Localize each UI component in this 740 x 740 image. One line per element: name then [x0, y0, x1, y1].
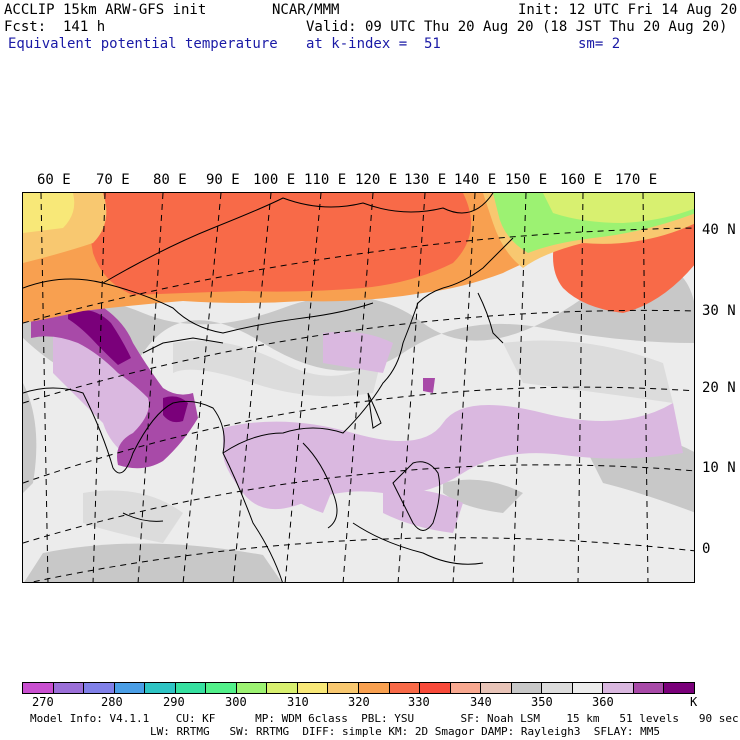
- lat-label-equator: 0: [702, 541, 711, 557]
- colorbar-segment-19: [603, 683, 634, 693]
- colorbar-unit: K: [690, 695, 698, 709]
- colorbar-segment-16: [511, 683, 543, 693]
- colorbar-segment-2: [84, 683, 115, 693]
- colorbar-segment-5: [175, 683, 207, 693]
- colorbar-segment-8: [267, 683, 298, 693]
- colorbar-tick-350: 350: [531, 695, 553, 709]
- lat-label-10n: 10 N: [702, 460, 736, 476]
- colorbar-segment-14: [450, 683, 482, 693]
- lon-label-70e: 70 E: [96, 172, 130, 188]
- lon-label-150e: 150 E: [505, 172, 548, 188]
- colorbar-tick-330: 330: [408, 695, 430, 709]
- lon-label-90e: 90 E: [206, 172, 240, 188]
- lon-label-100e: 100 E: [253, 172, 296, 188]
- lon-label-120e: 120 E: [355, 172, 398, 188]
- institution-label: NCAR/MMM: [272, 2, 340, 18]
- colorbar-segment-12: [389, 683, 421, 693]
- colorbar-tick-270: 270: [32, 695, 54, 709]
- forecast-hour: Fcst: 141 h: [4, 19, 106, 35]
- colorbar-tick-310: 310: [287, 695, 309, 709]
- smoothing-value: sm= 2: [578, 36, 621, 52]
- colorbar-segment-11: [359, 683, 390, 693]
- colorbar-segment-1: [53, 683, 85, 693]
- colorbar-tick-340: 340: [470, 695, 492, 709]
- valid-time: Valid: 09 UTC Thu 20 Aug 20 (18 JST Thu …: [306, 19, 728, 35]
- colorbar-tick-280: 280: [101, 695, 123, 709]
- map-panel: [22, 192, 695, 583]
- colorbar-segment-17: [542, 683, 573, 693]
- colorbar-segment-15: [481, 683, 512, 693]
- model-title: ACCLIP 15km ARW-GFS init: [4, 2, 207, 18]
- field-name: Equivalent potential temperature: [8, 36, 278, 52]
- colorbar-tick-360: 360: [592, 695, 614, 709]
- lon-label-170e: 170 E: [615, 172, 658, 188]
- lat-label-30n: 30 N: [702, 303, 736, 319]
- init-time: Init: 12 UTC Fri 14 Aug 20: [518, 2, 738, 18]
- colorbar-segment-13: [420, 683, 451, 693]
- lon-label-140e: 140 E: [454, 172, 497, 188]
- lon-label-80e: 80 E: [153, 172, 187, 188]
- model-info-line2: LW: RRTMG SW: RRTMG DIFF: simple KM: 2D …: [150, 725, 660, 738]
- lon-label-110e: 110 E: [304, 172, 347, 188]
- colorbar-segment-7: [236, 683, 268, 693]
- colorbar-tick-320: 320: [348, 695, 370, 709]
- colorbar: [22, 682, 695, 694]
- lat-label-40n: 40 N: [702, 222, 736, 238]
- level-index: at k-index = 51: [306, 36, 441, 52]
- colorbar-segment-18: [572, 683, 604, 693]
- colorbar-segment-3: [114, 683, 146, 693]
- colorbar-segment-20: [633, 683, 665, 693]
- colorbar-tick-290: 290: [163, 695, 185, 709]
- lat-label-20n: 20 N: [702, 380, 736, 396]
- colorbar-segment-21: [664, 683, 695, 693]
- colorbar-segment-10: [328, 683, 360, 693]
- lon-label-60e: 60 E: [37, 172, 71, 188]
- model-info-line1: Model Info: V4.1.1 CU: KF MP: WDM 6class…: [30, 712, 739, 725]
- colorbar-segment-9: [297, 683, 329, 693]
- colorbar-segment-0: [23, 683, 54, 693]
- colorbar-tick-300: 300: [225, 695, 247, 709]
- colorbar-segment-6: [206, 683, 237, 693]
- theta-e-field: [23, 193, 694, 582]
- lon-label-130e: 130 E: [404, 172, 447, 188]
- lon-label-160e: 160 E: [560, 172, 603, 188]
- colorbar-segment-4: [145, 683, 176, 693]
